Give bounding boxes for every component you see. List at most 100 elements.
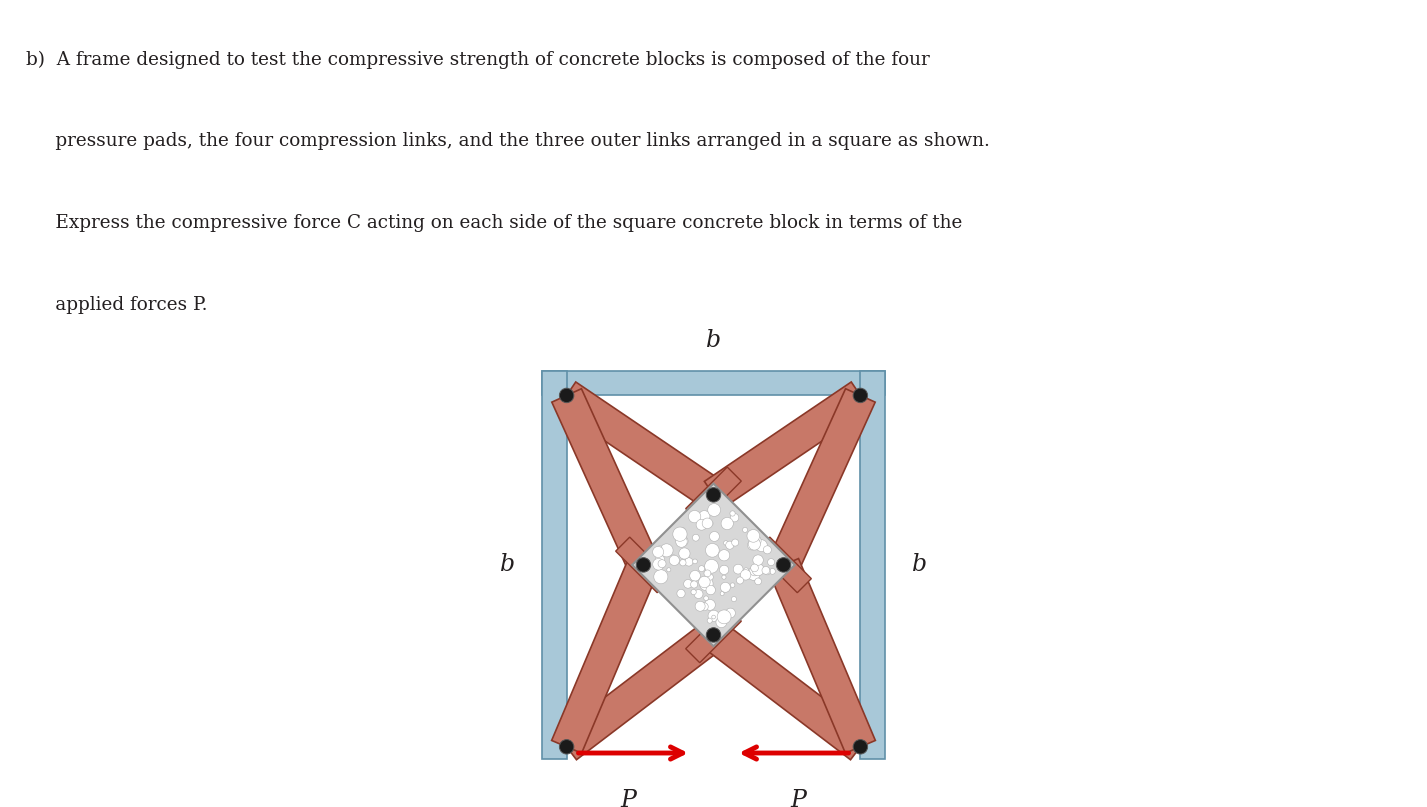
Polygon shape <box>756 537 812 592</box>
Text: b: b <box>499 554 515 576</box>
Circle shape <box>749 566 759 576</box>
Circle shape <box>708 504 721 516</box>
Circle shape <box>699 576 711 587</box>
Circle shape <box>705 600 715 610</box>
Circle shape <box>708 618 712 623</box>
Circle shape <box>672 527 686 541</box>
Circle shape <box>755 578 762 585</box>
Text: b)  A frame designed to test the compressive strength of concrete blocks is comp: b) A frame designed to test the compress… <box>26 51 929 69</box>
Polygon shape <box>558 382 722 508</box>
Text: b: b <box>912 554 928 576</box>
Circle shape <box>729 511 735 516</box>
Circle shape <box>559 739 574 754</box>
Circle shape <box>763 546 772 554</box>
Circle shape <box>678 537 688 546</box>
Circle shape <box>731 513 739 522</box>
Circle shape <box>749 535 761 546</box>
Polygon shape <box>686 467 741 523</box>
Circle shape <box>718 610 731 624</box>
Circle shape <box>705 543 719 557</box>
Bar <box>860 370 885 759</box>
Circle shape <box>711 587 715 592</box>
Circle shape <box>719 550 729 561</box>
Circle shape <box>751 564 758 572</box>
Circle shape <box>696 519 706 530</box>
Circle shape <box>709 521 714 525</box>
Polygon shape <box>557 622 723 759</box>
Circle shape <box>712 615 715 619</box>
Circle shape <box>709 532 719 541</box>
Circle shape <box>721 566 728 572</box>
Circle shape <box>699 577 714 591</box>
Polygon shape <box>632 483 795 646</box>
Circle shape <box>684 579 692 588</box>
Circle shape <box>769 568 775 575</box>
Circle shape <box>672 554 676 559</box>
Text: applied forces P.: applied forces P. <box>26 295 207 314</box>
Circle shape <box>743 568 749 573</box>
Circle shape <box>652 558 665 570</box>
Circle shape <box>699 511 709 522</box>
Circle shape <box>702 579 709 586</box>
Circle shape <box>721 583 731 592</box>
Circle shape <box>689 571 701 581</box>
Polygon shape <box>705 382 869 508</box>
Circle shape <box>676 536 688 547</box>
Circle shape <box>741 570 751 580</box>
Circle shape <box>752 563 763 575</box>
Circle shape <box>669 555 679 566</box>
Circle shape <box>746 529 759 542</box>
Circle shape <box>716 617 726 628</box>
Bar <box>542 370 567 759</box>
Circle shape <box>763 568 771 575</box>
Circle shape <box>719 565 729 575</box>
Circle shape <box>749 537 758 545</box>
Circle shape <box>658 560 666 567</box>
Circle shape <box>676 589 685 598</box>
Circle shape <box>666 568 671 572</box>
Circle shape <box>704 596 708 600</box>
Circle shape <box>704 570 711 577</box>
Circle shape <box>742 528 748 533</box>
Circle shape <box>736 577 743 584</box>
Text: P: P <box>621 789 636 807</box>
Circle shape <box>701 603 708 611</box>
Circle shape <box>776 558 791 572</box>
Circle shape <box>679 548 691 559</box>
Circle shape <box>702 518 712 529</box>
Circle shape <box>685 558 694 566</box>
Text: P: P <box>791 789 806 807</box>
Circle shape <box>679 528 685 533</box>
Text: pressure pads, the four compression links, and the three outer links arranged in: pressure pads, the four compression link… <box>26 132 989 150</box>
Circle shape <box>692 534 699 541</box>
Circle shape <box>732 596 736 602</box>
Circle shape <box>748 538 761 550</box>
Circle shape <box>768 558 775 566</box>
Polygon shape <box>552 389 658 571</box>
Circle shape <box>853 739 868 754</box>
Circle shape <box>655 555 665 564</box>
Circle shape <box>755 540 768 551</box>
Circle shape <box>691 581 698 588</box>
Circle shape <box>708 574 714 580</box>
Polygon shape <box>704 622 870 759</box>
Circle shape <box>659 544 674 557</box>
Circle shape <box>682 550 688 556</box>
Circle shape <box>706 628 721 642</box>
Circle shape <box>706 585 715 595</box>
Circle shape <box>722 575 726 579</box>
Polygon shape <box>686 607 741 663</box>
Circle shape <box>748 567 761 580</box>
Circle shape <box>692 559 698 564</box>
Circle shape <box>694 590 704 599</box>
Circle shape <box>652 546 664 558</box>
Circle shape <box>706 487 721 502</box>
Circle shape <box>658 546 662 550</box>
Circle shape <box>731 583 735 587</box>
Circle shape <box>721 517 733 529</box>
Circle shape <box>636 558 651 572</box>
Text: Express the compressive force C acting on each side of the square concrete block: Express the compressive force C acting o… <box>26 214 962 232</box>
Circle shape <box>762 567 769 575</box>
Circle shape <box>853 388 868 403</box>
Circle shape <box>559 388 574 403</box>
